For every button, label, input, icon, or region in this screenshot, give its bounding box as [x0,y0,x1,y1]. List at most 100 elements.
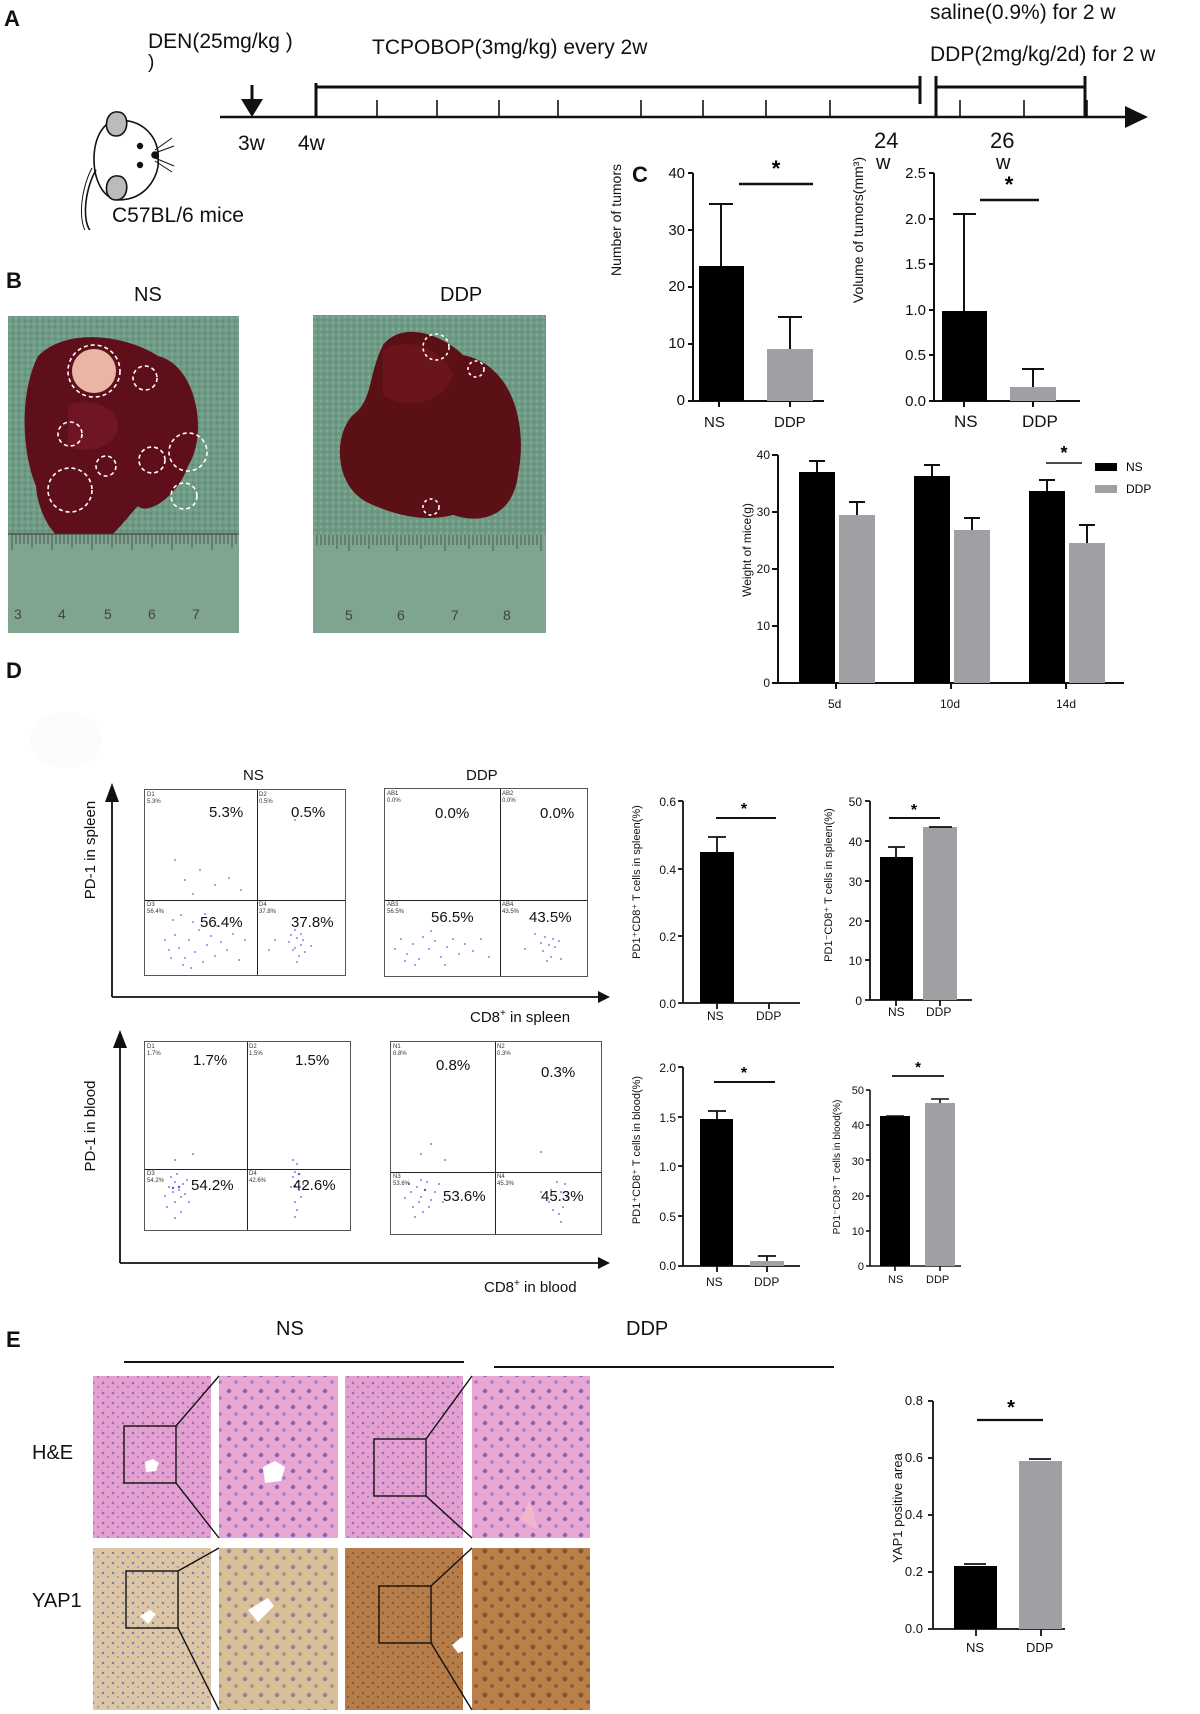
quadrant-pct: 1.7% [193,1052,228,1069]
legend-swatch-ddp [1095,485,1117,493]
svg-text:*: * [915,1059,921,1076]
svg-text:0.6: 0.6 [905,1450,923,1465]
c1-x-ddp: DDP [774,414,806,431]
ruler-label: 5 [104,606,112,622]
d-ddp-title: DDP [466,767,498,784]
ruler-label: 6 [148,606,156,622]
svg-text:0.5: 0.5 [905,347,926,364]
svg-text:30: 30 [852,1156,864,1168]
chart-pd1neg-blood: 50 40 30 20 10 0 * [852,1059,961,1273]
quadrant-pct: 1.5% [295,1052,330,1069]
flow-axes [105,783,610,1269]
tick-24-w: w [876,152,891,174]
liver-photo-ns: 3 4 5 6 7 [8,316,239,633]
quadrant-pct: 54.2% [191,1177,234,1194]
c2-x-ns: NS [954,412,978,431]
tick-3w: 3w [238,132,265,155]
svg-text:0.0: 0.0 [659,997,676,1011]
svg-text:20: 20 [668,278,685,295]
svg-text:DDP: DDP [1126,482,1151,496]
svg-text:*: * [911,802,918,819]
flow-plot-blood-ns: D1 1.7% D2 1.5% D3 54.2% D4 42.6% 1.7% 1.5% … [144,1041,351,1231]
tick-24: 24 [874,128,899,153]
c1-x-ns: NS [704,414,725,431]
den-paren: ) [148,52,155,73]
c3-x-5d: 5d [828,697,842,711]
quadrant-pct: 0.0% [540,805,575,822]
quadrant-pct: 45.3% [541,1188,584,1205]
svg-text:0.2: 0.2 [659,930,676,944]
timeline-diagram [81,76,1148,230]
svg-text:0.5: 0.5 [659,1210,676,1224]
svg-text:0.2: 0.2 [905,1564,923,1579]
svg-text:1.0: 1.0 [905,302,926,319]
svg-text:0.8: 0.8 [905,1393,923,1408]
d-ylabel-blood: PD-1 in blood [82,1080,99,1172]
chart-tumor-volume: 2.5 2.0 1.5 1.0 0.5 0.0 * [905,165,1080,410]
c3-ylabel: Weight of mice(g) [740,503,754,597]
tick-26: 26 [990,128,1015,153]
quadrant-pct: 0.5% [291,804,326,821]
svg-text:1.0: 1.0 [659,1160,676,1174]
svg-text:0: 0 [858,1261,864,1273]
svg-text:20: 20 [757,562,771,576]
quadrant-pct: 53.6% [443,1188,486,1205]
chart-yap1-area: 0.8 0.6 0.4 0.2 0.0 * [905,1393,1065,1636]
svg-text:0.0: 0.0 [905,1621,923,1636]
x-ns: NS [966,1640,985,1655]
d-ns-title: NS [243,767,264,784]
scatter-dots [164,1153,304,1219]
faint-artifact [30,712,102,768]
panel-label-c: C [632,162,648,187]
c2-x-ddp: DDP [1022,412,1058,431]
x-ns: NS [706,1275,723,1289]
svg-text:*: * [741,1065,748,1082]
d-xlabel-spleen: CD8+ in spleen [470,1008,571,1026]
svg-text:2.0: 2.0 [905,211,926,228]
svg-text:0: 0 [677,392,685,409]
x-ns: NS [888,1274,904,1286]
x-ddp: DDP [926,1274,950,1286]
b-ddp-title: DDP [440,284,483,306]
svg-text:30: 30 [668,222,685,239]
c3-x-14d: 14d [1056,697,1077,711]
quadrant-pct: 37.8% [291,914,334,931]
quadrant-pct: 43.5% [529,909,572,926]
chart-mouse-weight: 40 30 20 10 0 * NS DDP [757,443,1152,690]
e-ddp-bracket [494,1366,834,1368]
tick-4w: 4w [298,132,325,155]
c1-ylabel: Number of tumors [608,163,624,277]
svg-text:0.0: 0.0 [905,393,926,410]
quadrant-pct: 0.3% [541,1064,576,1081]
d-ylabel-pd1pos-spleen: PD1⁺CD8⁺ T cells in spleen(%) [631,805,643,959]
row-label-he: H&E [32,1442,74,1464]
ruler-label: 7 [451,607,459,623]
svg-text:10: 10 [757,619,771,633]
svg-text:2.5: 2.5 [905,165,926,182]
ruler-ticks [11,534,237,550]
mouse-strain-label: C57BL/6 mice [112,204,244,227]
svg-text:1.5: 1.5 [905,256,926,273]
svg-text:0.4: 0.4 [905,1507,923,1522]
ruler-label: 3 [14,606,22,622]
svg-text:0.4: 0.4 [659,863,676,877]
chart-pd1neg-spleen: 50 40 30 20 10 0 * [849,795,972,1008]
e-ddp-title: DDP [626,1318,669,1340]
chart-pd1pos-spleen: 0.6 0.4 0.2 0.0 * [659,795,800,1011]
quadrant-pct: 5.3% [209,804,244,821]
x-ns: NS [707,1009,724,1023]
d-xlabel-blood: CD8+ in blood [484,1278,577,1296]
b-ns-title: NS [134,284,162,306]
scatter-dots [404,1143,568,1223]
x-ddp: DDP [926,1005,952,1019]
x-ns: NS [888,1005,905,1019]
ruler-label: 8 [503,607,511,623]
quadrant-pct: 56.4% [200,914,243,931]
flow-plot-spleen-ddp: AB1 0.0% AB2 0.0% AB3 56.5% AB4 43.5% 0.0% 0… [384,788,588,977]
x-ddp: DDP [754,1275,780,1289]
svg-text:NS: NS [1126,460,1143,474]
x-ddp: DDP [1026,1640,1054,1655]
c2-ylabel: Volume of tumors(mm³) [850,156,866,304]
svg-text:20: 20 [852,1191,864,1203]
svg-text:40: 40 [757,448,771,462]
